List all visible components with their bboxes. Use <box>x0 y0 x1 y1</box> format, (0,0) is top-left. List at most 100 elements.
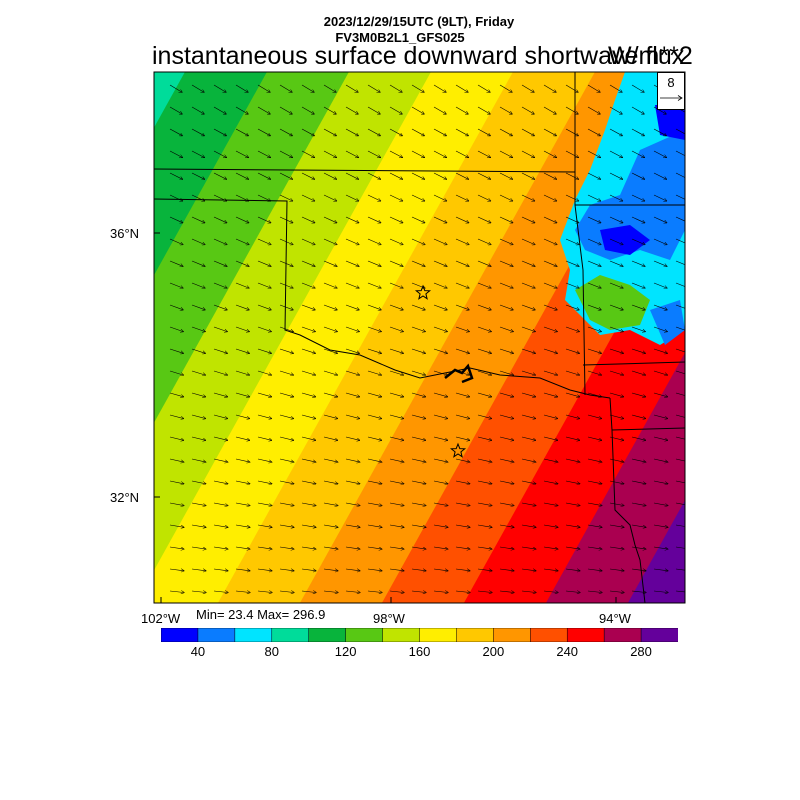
wind-vector <box>213 216 227 223</box>
wind-vector <box>279 348 293 353</box>
wind-vector <box>543 348 557 353</box>
wind-vector <box>367 569 382 571</box>
wind-vector <box>521 238 535 245</box>
lat-label-36: 36°N <box>110 226 140 241</box>
wind-vector <box>389 480 404 484</box>
wind-vector <box>345 546 360 549</box>
wind-vector <box>609 128 622 136</box>
wind-vector <box>345 458 360 462</box>
wind-vector <box>389 436 404 440</box>
wind-vector <box>257 414 272 419</box>
wind-vector <box>345 370 359 375</box>
wind-vector <box>301 480 316 484</box>
wind-vector <box>257 106 270 114</box>
wind-vector <box>477 480 492 484</box>
wind-vector <box>631 458 646 462</box>
star-icon <box>414 284 432 300</box>
wind-vector <box>345 348 359 353</box>
wind-vector <box>433 106 446 114</box>
wind-vector <box>323 128 336 136</box>
wind-vector <box>367 370 381 375</box>
wind-vector <box>499 414 514 419</box>
wind-vector <box>675 150 685 158</box>
wind-vector <box>389 569 404 571</box>
colorbar-label: 160 <box>408 644 431 659</box>
wind-vector <box>587 414 602 419</box>
wind-vector <box>499 458 514 462</box>
wind-vector <box>279 546 294 549</box>
wind-vector <box>323 502 338 506</box>
wind-vector <box>345 194 359 201</box>
wind-vector <box>411 591 426 593</box>
wind-vector <box>235 458 250 462</box>
wind-vector <box>191 436 206 440</box>
wind-vector <box>477 591 492 593</box>
wind-vector <box>675 304 685 309</box>
wind-vector <box>213 172 227 179</box>
wind-vector <box>477 370 491 375</box>
wind-vector <box>323 392 338 397</box>
wind-vector <box>521 480 536 484</box>
wind-vector <box>521 348 535 353</box>
wind-vector <box>455 414 470 419</box>
wind-vector <box>301 458 316 462</box>
wind-vector <box>257 546 272 549</box>
wind-vector <box>455 84 468 92</box>
wind-vector <box>631 150 644 158</box>
wind-vector <box>521 502 536 506</box>
wind-vector <box>213 502 228 506</box>
wind-vector <box>389 150 402 158</box>
wind-vector <box>301 238 315 245</box>
wind-vector <box>257 150 270 158</box>
wind-vector <box>169 238 183 245</box>
wind-vector <box>653 546 668 549</box>
wind-vector <box>675 568 685 571</box>
wind-vector <box>389 591 404 593</box>
wind-vector <box>609 194 623 201</box>
wind-vector <box>521 172 535 179</box>
plot-title: instantaneous surface downward shortwave… <box>152 42 685 70</box>
wind-vector <box>367 546 382 549</box>
wind-vector <box>499 326 513 332</box>
wind-vector <box>587 238 601 245</box>
wind-vector <box>521 326 535 332</box>
state-borders <box>153 72 686 604</box>
wind-vector <box>455 260 469 266</box>
wind-vector <box>543 216 557 223</box>
wind-vector <box>609 458 624 462</box>
wind-vector <box>675 238 685 244</box>
wind-vector <box>389 414 404 419</box>
wind-vector <box>213 392 228 397</box>
wind-vector <box>653 282 667 288</box>
wind-vector <box>631 502 646 506</box>
wind-vector <box>499 216 513 223</box>
wind-vector <box>433 502 448 506</box>
wind-vector <box>279 480 294 484</box>
wind-vector <box>191 480 206 484</box>
wind-vector <box>499 260 513 266</box>
wind-vector <box>543 172 557 179</box>
wind-vector <box>411 370 425 375</box>
wind-vector <box>631 260 645 266</box>
wind-vector <box>631 106 644 114</box>
wind-vector <box>477 150 490 158</box>
wind-vector <box>565 414 580 419</box>
wind-vector <box>169 569 184 571</box>
wind-vector <box>675 172 685 178</box>
colorbar-swatch <box>419 628 457 642</box>
wind-vector <box>477 326 491 332</box>
wind-vector <box>675 370 685 375</box>
wind-vector <box>169 502 184 506</box>
wind-vector <box>235 502 250 506</box>
wind-vector <box>631 436 646 440</box>
wind-vector <box>631 128 644 136</box>
wind-vector <box>191 414 206 419</box>
wind-vector <box>257 591 272 593</box>
wind-vector <box>323 591 338 593</box>
wind-vector <box>367 326 381 332</box>
wind-vector <box>411 414 426 419</box>
wind-vector <box>191 84 204 92</box>
wind-vector <box>455 480 470 484</box>
wind-vector <box>389 194 403 201</box>
wind-vector <box>235 546 250 549</box>
